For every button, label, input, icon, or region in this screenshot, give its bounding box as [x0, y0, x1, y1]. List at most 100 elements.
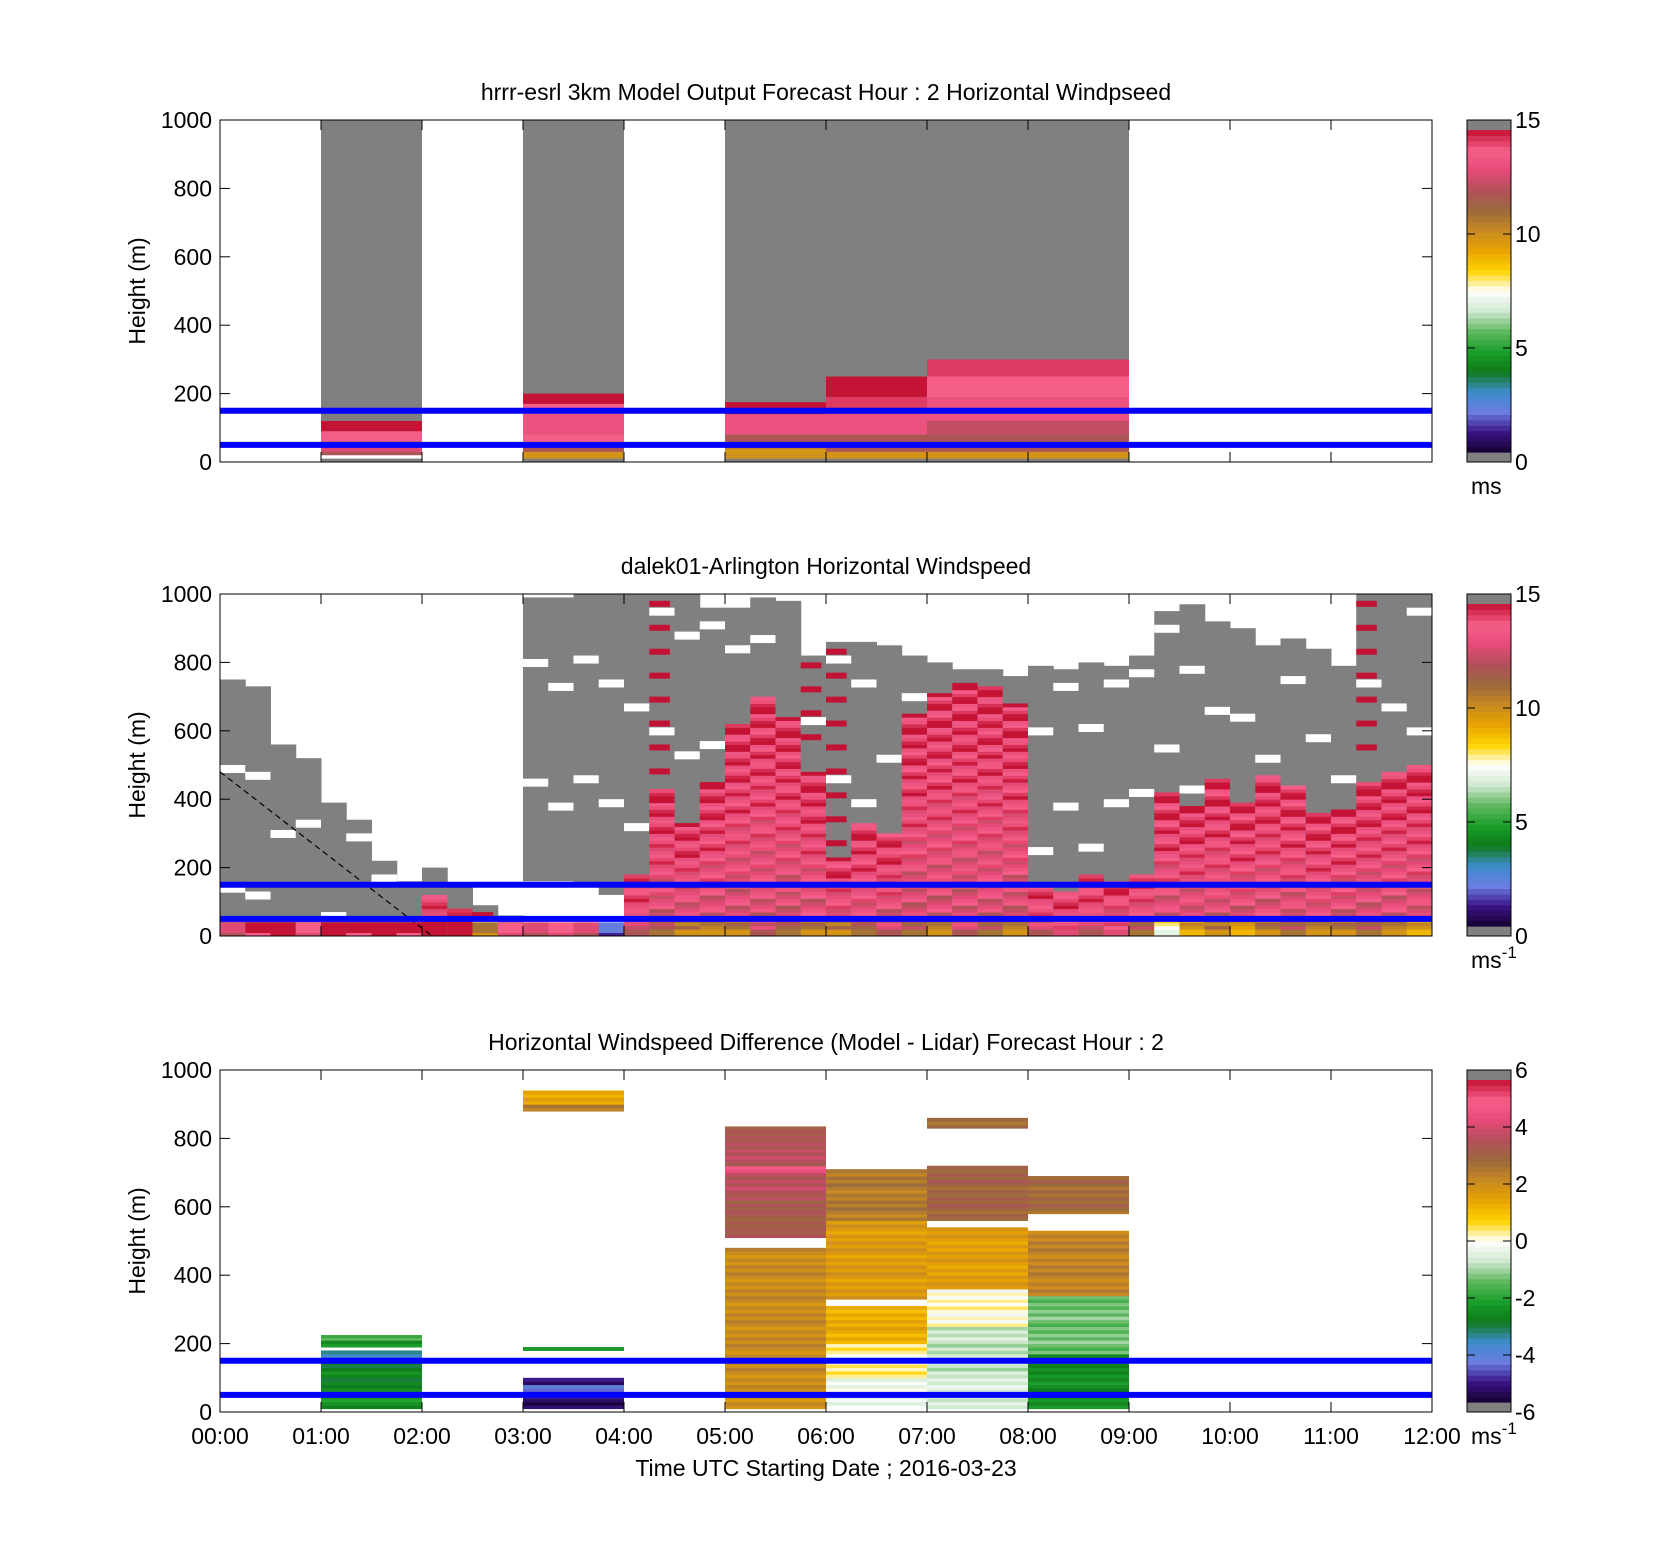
lidar-cell — [1154, 898, 1180, 903]
lidar-cell — [750, 700, 776, 704]
lidar-cell — [1204, 850, 1231, 855]
colorbar-swatch — [1467, 194, 1511, 201]
lidar-cell — [1053, 905, 1079, 910]
lidar-cell — [1356, 806, 1382, 810]
lidar-cell — [699, 843, 726, 848]
lidar-cell — [901, 802, 928, 807]
lidar-cell — [1381, 843, 1408, 848]
diff-cell — [826, 1179, 927, 1184]
lidar-cell — [1280, 792, 1307, 797]
lidar-cell — [1230, 816, 1256, 821]
lidar-cell — [1381, 867, 1408, 872]
lidar-cell — [1305, 857, 1332, 862]
lidar-cell — [1305, 819, 1332, 824]
lidar-cell — [649, 788, 675, 793]
y-tick-label: 600 — [174, 718, 212, 744]
lidar-cell — [775, 768, 802, 773]
colorbar-swatch — [1467, 786, 1511, 793]
lidar-cell — [851, 932, 877, 936]
lidar-cell — [1002, 703, 1029, 708]
lidar-cell — [775, 925, 802, 930]
lidar-cell — [1053, 922, 1079, 927]
lidar-cell — [1356, 874, 1382, 879]
lidar-cell — [977, 775, 1004, 780]
lidar-cell — [1002, 730, 1029, 735]
lidar-cell — [1204, 782, 1231, 787]
lidar-cell — [876, 908, 903, 913]
model-cell — [725, 455, 826, 459]
lidar-cell — [977, 836, 1004, 841]
colorbar-swatch — [1467, 722, 1511, 729]
chart-title: dalek01-Arlington Horizontal Windspeed — [621, 553, 1031, 579]
lidar-cell — [750, 929, 776, 934]
lidar-fleck — [826, 672, 847, 679]
lidar-cell — [775, 806, 802, 810]
y-tick-label: 0 — [199, 449, 212, 475]
lidar-cell — [901, 754, 928, 759]
lidar-cell — [977, 840, 1004, 845]
lidar-cell — [649, 840, 675, 845]
colorbar-swatch — [1467, 1149, 1511, 1156]
diff-cell — [1028, 1381, 1129, 1386]
colorbar-swatch — [1467, 248, 1511, 255]
lidar-cell — [699, 829, 726, 834]
model-cell — [523, 393, 624, 404]
lidar-cell — [800, 836, 827, 841]
lidar-cell — [775, 877, 802, 882]
lidar-gap — [573, 655, 600, 664]
lidar-cell — [1002, 747, 1029, 752]
lidar-cell — [775, 737, 802, 742]
lidar-cell — [1406, 925, 1432, 930]
lidar-cell — [775, 901, 802, 906]
y-tick-label: 600 — [174, 1194, 212, 1220]
lidar-cell — [1381, 908, 1408, 913]
lidar-gap — [1053, 682, 1079, 691]
lidar-cell — [876, 877, 903, 882]
lidar-cell — [295, 932, 322, 936]
lidar-cell — [901, 901, 928, 906]
diff-cell — [1028, 1295, 1129, 1300]
diff-cell — [927, 1278, 1028, 1283]
lidar-cell — [649, 823, 675, 828]
lidar-cell — [1002, 847, 1029, 851]
lidar-cell — [1280, 871, 1307, 875]
lidar-cell — [1179, 891, 1206, 896]
lidar-cell — [1305, 867, 1332, 872]
lidar-cell — [1305, 891, 1332, 896]
diff-cell — [927, 1230, 1028, 1235]
colorbar-swatch — [1467, 1128, 1511, 1135]
lidar-cell — [775, 734, 802, 739]
lidar-gap — [598, 679, 625, 688]
model-cell — [927, 376, 1028, 398]
lidar-cell — [1179, 823, 1206, 828]
lidar-cell — [1305, 850, 1332, 855]
lidar-cell — [1204, 836, 1231, 841]
lidar-cell — [725, 809, 751, 814]
lidar-cell — [1356, 898, 1382, 903]
lidar-cell — [725, 867, 751, 872]
diff-cell — [826, 1271, 927, 1276]
lidar-cell — [851, 874, 877, 879]
lidar-cell — [775, 929, 802, 934]
lidar-cell — [851, 826, 877, 831]
lidar-cell — [1406, 802, 1432, 807]
colorbar-cap-top — [1467, 594, 1511, 604]
lidar-cell — [1356, 785, 1382, 790]
lidar-cell — [1280, 788, 1307, 793]
lidar-gap — [1381, 703, 1408, 712]
diff-cell — [1028, 1230, 1129, 1235]
colorbar-swatch — [1467, 1139, 1511, 1145]
lidar-cell — [1179, 874, 1206, 879]
lidar-gap — [725, 645, 751, 654]
lidar-gap — [1280, 676, 1307, 685]
diff-cell — [927, 1302, 1028, 1307]
lidar-cell — [1406, 788, 1432, 793]
lidar-cell — [1255, 888, 1281, 893]
diff-cell — [927, 1182, 1028, 1187]
lidar-cell — [977, 908, 1004, 913]
lidar-cell — [699, 806, 726, 810]
lidar-cell — [927, 922, 953, 927]
lidar-cell — [901, 761, 928, 766]
lidar-cell — [1002, 706, 1029, 711]
